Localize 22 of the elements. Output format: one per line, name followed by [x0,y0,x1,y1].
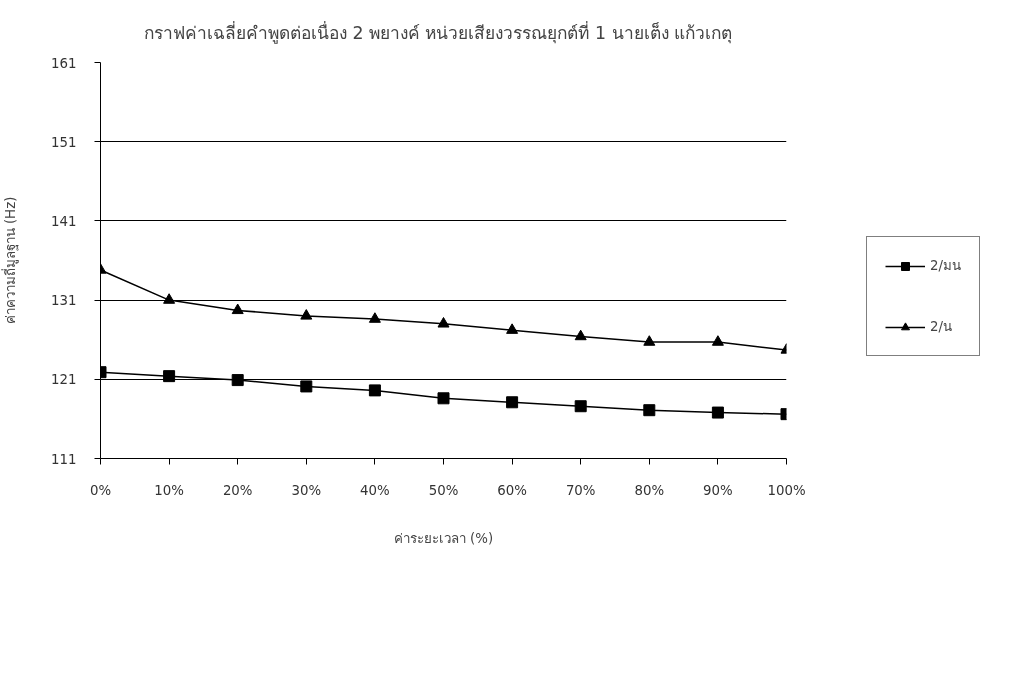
x-tick-label: 20% [222,482,253,498]
y-tick-label: 121 [51,372,77,388]
x-tick-label: 50% [428,482,459,498]
x-tick-label: 80% [634,482,665,498]
x-tick-label: 30% [291,482,322,498]
x-tick-label: 70% [565,482,596,498]
x-tick-label: 10% [154,482,184,498]
x-tick-label: 40% [360,482,390,498]
x-tick-label: 60% [497,482,527,498]
legend-label: 2/น [930,318,952,336]
y-tick-label: 161 [51,55,77,71]
y-axis-title: ค่าความถี่มูลฐาน (Hz) [1,196,20,325]
y-tick-label: 131 [51,293,77,309]
y-tick-label: 111 [51,451,77,467]
x-tick-label: 100% [767,482,806,498]
x-tick-label: 0% [89,482,112,498]
chart-title: กราฟค่าเฉลี่ยคำพูดต่อเนื่อง 2 พยางค์ หน่วยเสียงวรรณยุกต์ที่ 1 นายเต็ง แก้วเกตุ [143,20,733,44]
y-tick-label: 141 [51,213,77,229]
y-tick-label: 151 [51,134,77,150]
x-tick-label: 90% [703,482,733,498]
x-axis-title: ค่าระยะเวลา (%) [393,530,494,546]
legend-label: 2/มน [930,257,961,275]
